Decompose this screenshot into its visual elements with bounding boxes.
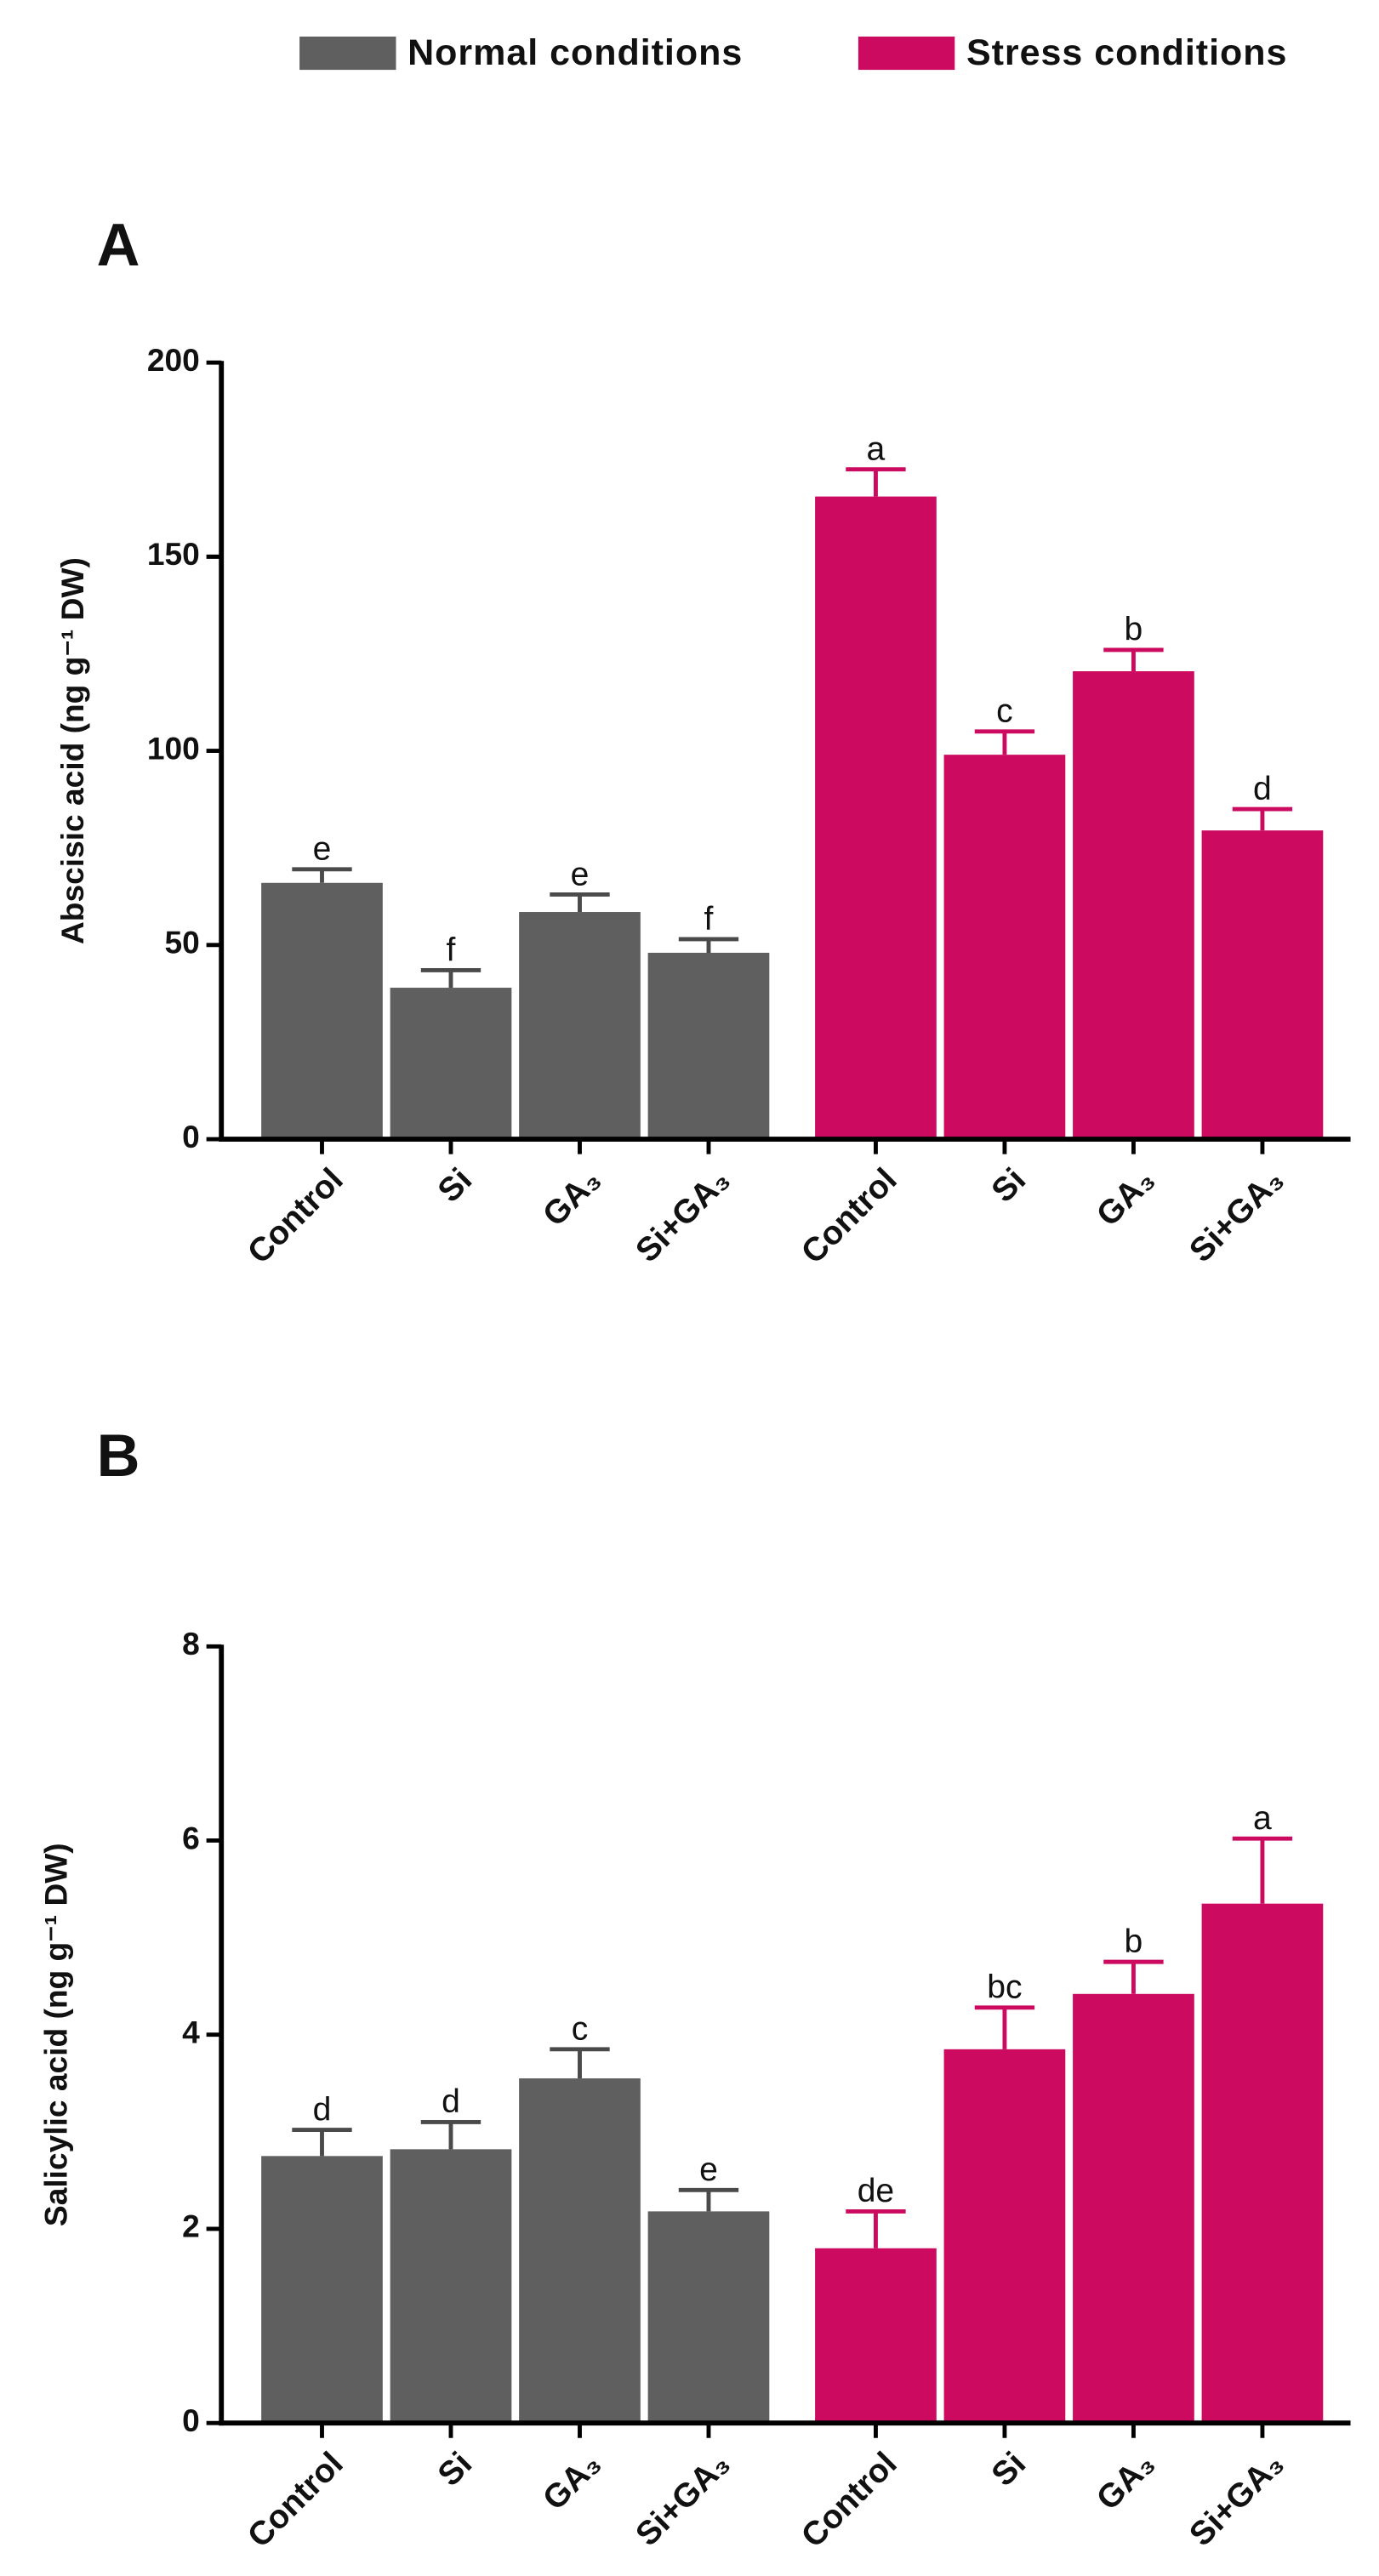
x-tick-label: Si bbox=[431, 1161, 480, 1210]
significance-letter: e bbox=[699, 2151, 718, 2188]
x-tick-label: Si bbox=[431, 2445, 480, 2493]
error-bar bbox=[550, 892, 610, 913]
bar bbox=[647, 2211, 770, 2424]
error-bar bbox=[678, 2187, 739, 2212]
error-bar bbox=[550, 2047, 610, 2079]
error-bar bbox=[974, 2005, 1035, 2049]
y-tick-label: 8 bbox=[182, 1626, 200, 1661]
bar bbox=[390, 2149, 512, 2424]
x-tick-label: GA₃ bbox=[536, 1161, 608, 1234]
x-tick-label: GA₃ bbox=[1090, 2445, 1162, 2517]
legend-swatch bbox=[299, 37, 396, 71]
error-bar bbox=[292, 867, 352, 883]
error-bar bbox=[1103, 1959, 1164, 1994]
x-tick-label: Control bbox=[795, 2445, 904, 2555]
legend-label: Stress conditions bbox=[966, 32, 1287, 73]
y-tick-label: 150 bbox=[147, 536, 200, 572]
error-bar bbox=[1232, 806, 1293, 831]
bar bbox=[815, 2248, 937, 2424]
error-bar bbox=[678, 937, 739, 953]
bar bbox=[647, 952, 770, 1140]
bar bbox=[1201, 1903, 1324, 2424]
bar bbox=[815, 496, 937, 1140]
significance-letter: c bbox=[996, 693, 1013, 730]
x-tick-label: GA₃ bbox=[1090, 1161, 1162, 1234]
bar bbox=[261, 2156, 383, 2424]
y-tick-label: 0 bbox=[182, 2402, 200, 2438]
y-tick-label: 4 bbox=[182, 2015, 200, 2050]
error-bar bbox=[974, 729, 1035, 755]
x-tick-label: Si+GA₃ bbox=[629, 2445, 737, 2553]
significance-letter: e bbox=[313, 831, 332, 868]
bar bbox=[943, 2049, 1066, 2424]
x-tick-label: Si+GA₃ bbox=[629, 1161, 737, 1269]
bar bbox=[390, 988, 512, 1140]
bar bbox=[519, 912, 641, 1140]
panel-label: B bbox=[97, 1422, 140, 1489]
bar bbox=[1073, 1993, 1194, 2424]
y-axis-label: Abscisic acid (ng g⁻¹ DW) bbox=[54, 557, 90, 944]
x-tick-label: Control bbox=[795, 1161, 904, 1271]
error-bar bbox=[292, 2128, 352, 2157]
bar bbox=[261, 882, 383, 1140]
significance-letter: bc bbox=[987, 1969, 1022, 2006]
significance-letter: d bbox=[1253, 771, 1272, 807]
error-bar bbox=[846, 2208, 906, 2248]
significance-letter: de bbox=[858, 2173, 894, 2209]
significance-letter: b bbox=[1125, 612, 1143, 648]
significance-letter: b bbox=[1125, 1923, 1143, 1960]
significance-letter: f bbox=[704, 901, 714, 938]
significance-letter: d bbox=[442, 2083, 460, 2120]
bar bbox=[519, 2078, 641, 2424]
x-tick-label: Si+GA₃ bbox=[1182, 1161, 1291, 1269]
significance-letter: e bbox=[571, 856, 590, 892]
panel-label: A bbox=[97, 211, 140, 278]
bar bbox=[943, 755, 1066, 1140]
x-tick-label: Si bbox=[985, 2445, 1034, 2493]
error-bar bbox=[846, 467, 906, 497]
error-bar bbox=[420, 968, 482, 989]
significance-letter: c bbox=[572, 2011, 589, 2048]
x-tick-label: Si+GA₃ bbox=[1182, 2445, 1291, 2553]
error-bar bbox=[420, 2119, 482, 2150]
error-bar bbox=[1232, 1836, 1293, 1904]
legend-swatch bbox=[858, 37, 955, 71]
bar bbox=[1201, 830, 1324, 1140]
bar bbox=[1073, 671, 1194, 1140]
x-tick-label: Si bbox=[985, 1161, 1034, 1210]
x-tick-label: GA₃ bbox=[536, 2445, 608, 2517]
significance-letter: d bbox=[313, 2091, 332, 2128]
y-tick-label: 50 bbox=[165, 925, 200, 960]
significance-letter: f bbox=[447, 932, 456, 968]
legend-label: Normal conditions bbox=[407, 32, 743, 73]
y-tick-label: 200 bbox=[147, 342, 200, 378]
significance-letter: a bbox=[867, 430, 886, 467]
y-tick-label: 100 bbox=[147, 730, 200, 766]
y-tick-label: 2 bbox=[182, 2208, 200, 2244]
significance-letter: a bbox=[1253, 1800, 1272, 1837]
x-tick-label: Control bbox=[241, 2445, 350, 2555]
x-tick-label: Control bbox=[241, 1161, 350, 1271]
error-bar bbox=[1103, 647, 1164, 672]
y-tick-label: 6 bbox=[182, 1820, 200, 1855]
y-tick-label: 0 bbox=[182, 1119, 200, 1154]
y-axis-label: Salicylic acid (ng g⁻¹ DW) bbox=[37, 1843, 73, 2226]
